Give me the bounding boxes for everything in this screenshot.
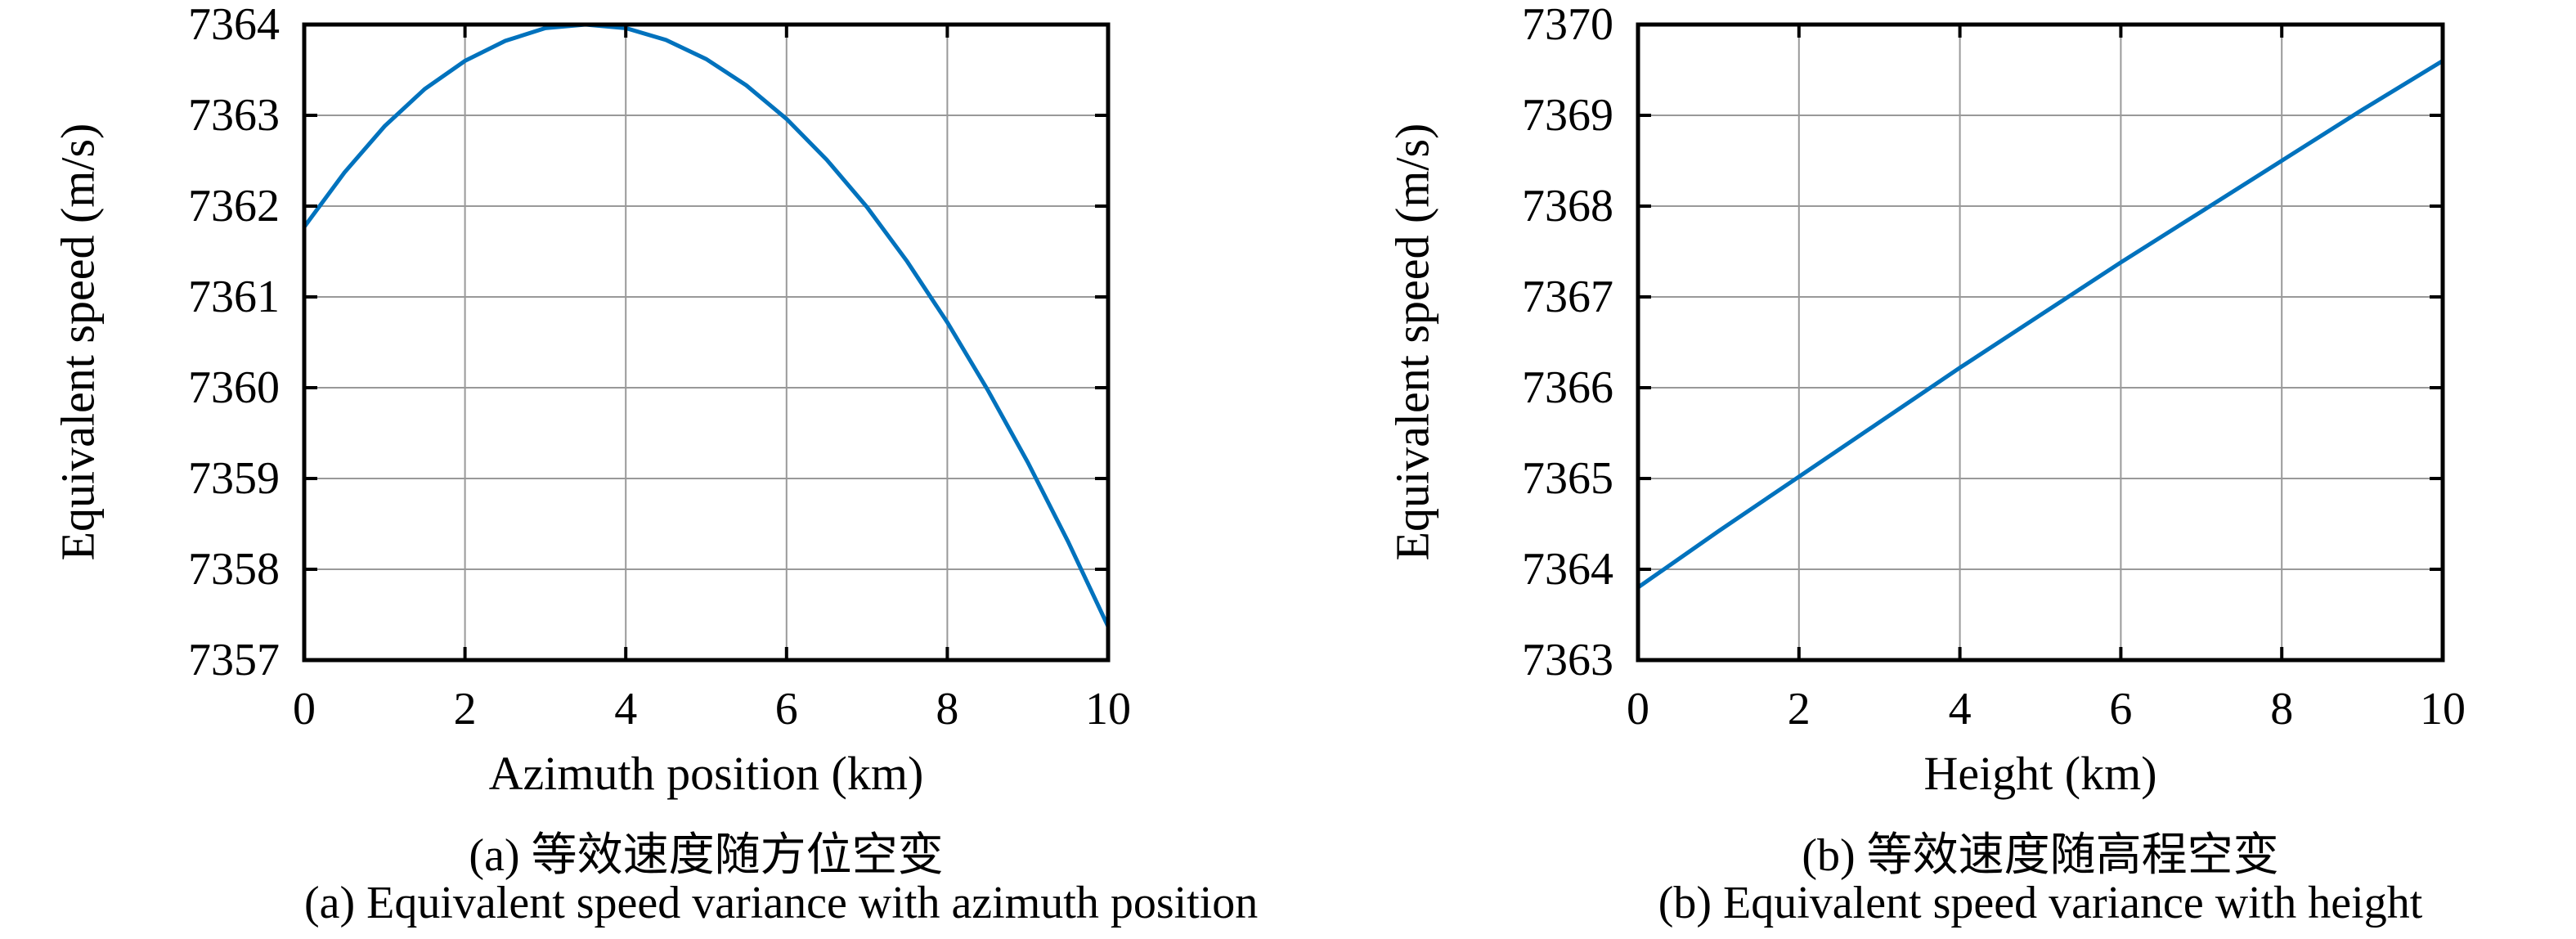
y-tick-label: 7364 [188, 0, 280, 50]
x-tick-label: 2 [1787, 684, 1811, 735]
y-tick-label: 7359 [188, 453, 280, 504]
x-tick-label: 2 [453, 684, 477, 735]
y-tick-label: 7368 [1522, 181, 1613, 231]
x-tick-label: 10 [2420, 684, 2466, 735]
x-tick-label: 10 [1085, 684, 1131, 735]
x-tick-label: 6 [2109, 684, 2133, 735]
y-tick-label: 7366 [1522, 362, 1613, 413]
y-tick-label: 7370 [1522, 0, 1613, 50]
x-tick-label: 6 [774, 684, 798, 735]
x-tick-label: 4 [1948, 684, 1972, 735]
height-chart-caption-zh: (b) 等效速度随高程空变 [1802, 830, 2279, 881]
y-tick-label: 7364 [1522, 544, 1613, 595]
x-tick-label: 8 [936, 684, 959, 735]
y-tick-label: 7358 [188, 544, 280, 595]
height-chart-caption-en: (b) Equivalent speed variance with heigh… [1658, 878, 2423, 928]
y-tick-label: 7362 [188, 181, 280, 231]
y-tick-label: 7361 [188, 272, 280, 322]
y-tick-label: 7367 [1522, 272, 1613, 322]
y-tick-label: 7363 [1522, 635, 1613, 685]
height-chart-plot [1636, 22, 2445, 663]
azimuth-chart-caption-en: (a) Equivalent speed variance with azimu… [304, 878, 1259, 928]
x-tick-label: 8 [2270, 684, 2294, 735]
y-tick-label: 7369 [1522, 90, 1613, 141]
azimuth-chart-plot [302, 22, 1111, 663]
azimuth-chart-caption-zh: (a) 等效速度随方位空变 [469, 830, 944, 881]
y-tick-label: 7357 [188, 635, 280, 685]
azimuth-chart-xlabel: Azimuth position (km) [488, 747, 924, 800]
x-tick-label: 0 [1627, 684, 1649, 735]
height-chart-xlabel: Height (km) [1923, 747, 2157, 800]
y-tick-label: 7363 [188, 90, 280, 141]
y-tick-label: 7360 [188, 362, 280, 413]
x-tick-label: 0 [293, 684, 316, 735]
y-tick-label: 7365 [1522, 453, 1613, 504]
x-tick-label: 4 [614, 684, 638, 735]
